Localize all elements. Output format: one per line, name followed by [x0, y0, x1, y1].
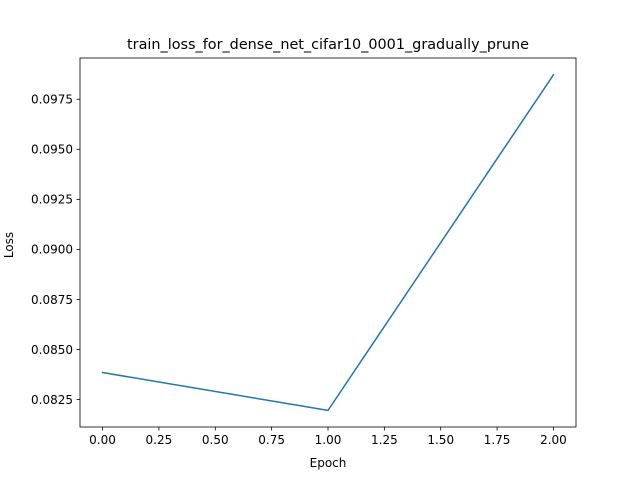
y-tick-label: 0.0975 [31, 93, 73, 107]
x-tick-label: 1.75 [484, 433, 511, 447]
y-tick-label: 0.0825 [31, 393, 73, 407]
y-tick-label: 0.0900 [31, 243, 73, 257]
y-tick-label: 0.0850 [31, 343, 73, 357]
x-tick-label: 0.00 [89, 433, 116, 447]
x-tick-label: 1.00 [315, 433, 342, 447]
x-axis-label: Epoch [310, 456, 347, 470]
x-tick-label: 1.25 [371, 433, 398, 447]
y-tick-label: 0.0925 [31, 193, 73, 207]
x-tick-label: 0.75 [258, 433, 285, 447]
y-tick-label: 0.0875 [31, 293, 73, 307]
chart-title: train_loss_for_dense_net_cifar10_0001_gr… [127, 37, 529, 53]
x-tick-label: 1.50 [427, 433, 454, 447]
x-tick-label: 0.25 [146, 433, 173, 447]
axes-frame [79, 57, 577, 428]
series-line [101, 73, 555, 412]
y-axis-ticks: 0.0825 0.0850 0.0875 0.0900 0.0925 0.0950 0.09… [31, 93, 80, 407]
x-tick-label: 2.00 [540, 433, 567, 447]
x-tick-label: 0.50 [202, 433, 229, 447]
series-layer [101, 73, 555, 412]
y-tick-label: 0.0950 [31, 143, 73, 157]
x-axis-ticks: 0.00 0.25 0.50 0.75 1.00 1.25 1.50 1.75 2.00 [89, 427, 567, 447]
y-axis-label: Loss [2, 232, 16, 258]
